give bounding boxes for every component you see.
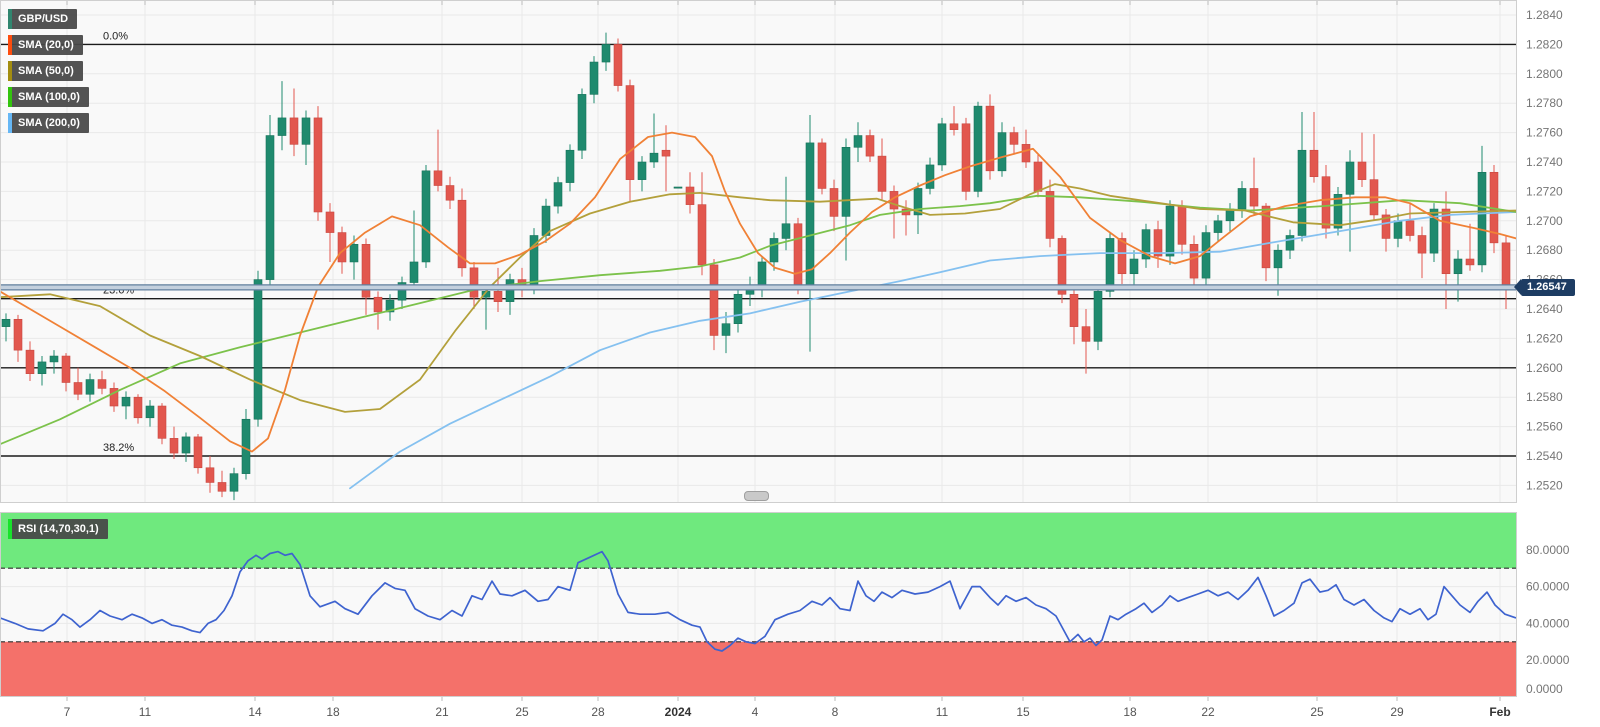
legend-label: GBP/USD	[18, 13, 69, 25]
rsi-line	[0, 550, 1517, 652]
price-panel-border	[0, 0, 1517, 503]
sma-20-line	[0, 131, 1517, 453]
legend-color-bar	[8, 35, 12, 55]
price-axis-tick: 1.2780	[1526, 96, 1563, 110]
price-axis-tick: 1.2540	[1526, 449, 1563, 463]
rsi-legend-color-bar	[8, 519, 12, 539]
price-axis-tick: 1.2520	[1526, 478, 1563, 492]
price-axis-tick: 1.2740	[1526, 155, 1563, 169]
indicator-legend: GBP/USD SMA (20,0) SMA (50,0) SMA (100,0) SM…	[8, 9, 89, 139]
time-axis-label: 18	[1123, 705, 1137, 719]
sma-100-line	[0, 194, 1517, 446]
rsi-axis[interactable]: 80.0000 60.0000 40.0000 20.0000 0.0000	[1526, 543, 1570, 696]
legend-label: SMA (20,0)	[18, 39, 74, 51]
fib-levels: 0.0%23.6%38.2%	[0, 30, 1516, 457]
time-axis-label: 18	[326, 705, 340, 719]
time-axis[interactable]: 7 11 14 18 21 25 28 2024 4 8 11 15 18 22 25 29 Feb	[64, 697, 1511, 719]
time-axis-label: 2024	[665, 705, 692, 719]
rsi-panel	[0, 512, 1517, 697]
price-axis-tick: 1.2640	[1526, 302, 1563, 316]
rsi-legend-badge[interactable]: RSI (14,70,30,1)	[8, 519, 108, 539]
legend-color-bar	[8, 9, 12, 29]
price-axis[interactable]: 1.2840 1.2820 1.2800 1.2780 1.2760 1.2740 1.27…	[1526, 8, 1563, 492]
legend-label: SMA (50,0)	[18, 65, 74, 77]
time-axis-label: 11	[936, 705, 949, 719]
rsi-axis-tick: 0.0000	[1526, 682, 1563, 696]
legend-color-bar	[8, 87, 12, 107]
price-axis-tick: 1.2580	[1526, 390, 1563, 404]
time-axis-label: 14	[248, 705, 262, 719]
legend-label: SMA (200,0)	[18, 117, 80, 129]
rsi-panel-border	[0, 512, 1517, 697]
time-axis-label: 8	[832, 705, 839, 719]
sma-200-line	[349, 211, 1517, 490]
legend-label: SMA (100,0)	[18, 91, 80, 103]
rsi-axis-tick: 40.0000	[1526, 616, 1570, 630]
price-axis-tick: 1.2700	[1526, 214, 1563, 228]
price-axis-tick: 1.2720	[1526, 184, 1563, 198]
rsi-axis-tick: 80.0000	[1526, 543, 1570, 557]
price-axis-tick: 1.2620	[1526, 331, 1563, 345]
fib-label: 38.2%	[103, 442, 134, 454]
price-axis-tick: 1.2800	[1526, 67, 1563, 81]
time-axis-label: 11	[139, 705, 152, 719]
panel-resize-handle[interactable]	[744, 491, 769, 501]
sma-legend-badge-1000[interactable]: SMA (100,0)	[8, 87, 89, 107]
sma-legend-badge-2000[interactable]: SMA (200,0)	[8, 113, 89, 133]
time-axis-label: Feb	[1489, 705, 1510, 719]
rsi-axis-tick: 20.0000	[1526, 653, 1570, 667]
legend-color-bar	[8, 113, 12, 133]
price-axis-tick: 1.2680	[1526, 243, 1563, 257]
symbol-badge[interactable]: GBP/USD	[8, 9, 78, 29]
time-axis-label: 4	[752, 705, 759, 719]
price-axis-tick: 1.2840	[1526, 8, 1563, 22]
time-axis-label: 25	[1310, 705, 1324, 719]
legend-color-bar	[8, 61, 12, 81]
rsi-oversold-zone	[0, 641, 1516, 696]
sma-legend-badge-500[interactable]: SMA (50,0)	[8, 61, 83, 81]
time-axis-label: 29	[1390, 705, 1404, 719]
price-axis-tick: 1.2820	[1526, 37, 1563, 51]
time-axis-label: 28	[591, 705, 605, 719]
time-axis-label: 7	[64, 705, 71, 719]
rsi-legend-label: RSI (14,70,30,1)	[18, 523, 99, 535]
fib-label: 0.0%	[103, 30, 128, 42]
sma-legend-badge-200[interactable]: SMA (20,0)	[8, 35, 83, 55]
time-axis-label: 25	[515, 705, 529, 719]
rsi-overbought-zone	[0, 513, 1516, 569]
price-axis-tick: 1.2760	[1526, 126, 1563, 140]
sma-50-line	[0, 183, 1517, 413]
price-axis-tick: 1.2560	[1526, 420, 1563, 434]
price-axis-tick: 1.2600	[1526, 361, 1563, 375]
last-price-value: 1.26547	[1527, 280, 1567, 293]
time-axis-label: 22	[1201, 705, 1215, 719]
time-axis-label: 15	[1016, 705, 1030, 719]
time-axis-label: 21	[435, 705, 449, 719]
candlestick-series	[1, 32, 1511, 501]
last-price-tag: 1.26547	[1514, 278, 1575, 296]
last-price-line	[0, 284, 1516, 291]
rsi-legend: RSI (14,70,30,1)	[8, 519, 108, 545]
rsi-axis-tick: 60.0000	[1526, 580, 1570, 594]
